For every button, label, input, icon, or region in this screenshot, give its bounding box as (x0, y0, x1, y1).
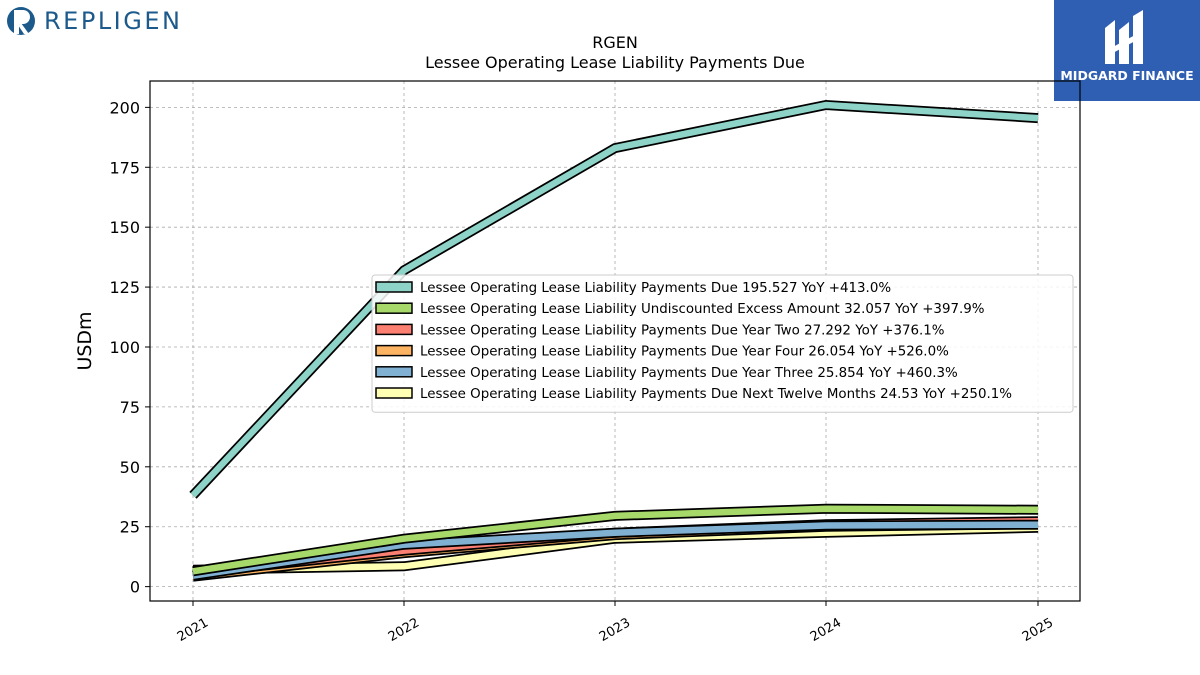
series-outline (189, 99, 1039, 499)
legend-swatch (375, 366, 413, 378)
legend-entry: Lessee Operating Lease Liability Payment… (420, 387, 1012, 402)
series-outline (192, 516, 1039, 578)
midgard-finance-logo: MIDGARD FINANCE (1054, 0, 1200, 101)
y-axis-label: USDm (74, 311, 96, 370)
y-tick-label: 100 (109, 338, 140, 357)
series-outline (192, 519, 1039, 581)
x-tick-label: 2023 (597, 615, 633, 645)
x-tick-label: 2025 (1020, 615, 1056, 645)
chart-subtitle: Lessee Operating Lease Liability Payment… (425, 53, 805, 72)
legend-swatch (375, 387, 413, 399)
y-tick-label: 150 (109, 218, 140, 237)
legend-entry: Lessee Operating Lease Liability Payment… (420, 323, 945, 338)
legend-entry: Lessee Operating Lease Liability Payment… (420, 281, 891, 296)
series-outline (192, 519, 1039, 582)
series-line (192, 520, 1039, 580)
series-areas (189, 99, 1039, 582)
y-tick-label: 50 (120, 458, 140, 477)
legend: Lessee Operating Lease Liability Payment… (371, 274, 1074, 413)
x-axis-ticks: 2021 2022 2023 2024 2025 (175, 601, 1056, 645)
midgard-logo-text: MIDGARD FINANCE (1060, 68, 1194, 83)
series-outline (192, 503, 1039, 577)
series-line (192, 524, 1039, 574)
legend-entry: Lessee Operating Lease Liability Undisco… (420, 302, 984, 317)
repligen-logo-icon (7, 7, 35, 35)
legend-swatch (375, 302, 413, 314)
y-tick-label: 200 (109, 98, 140, 117)
series-outline (192, 522, 1039, 575)
legend-swatch (375, 281, 413, 293)
y-tick-label: 175 (109, 158, 140, 177)
y-axis-ticks: 0 25 50 75 100 125 150 175 200 (109, 98, 150, 597)
x-tick-label: 2021 (175, 615, 211, 645)
grid-lines (150, 81, 1080, 601)
x-tick-label: 2022 (386, 615, 422, 645)
midgard-logo-icon (1105, 10, 1143, 64)
legend-entry: Lessee Operating Lease Liability Payment… (420, 366, 958, 381)
chart-title: RGEN (592, 33, 638, 52)
series-line (192, 505, 1039, 575)
series-line (192, 517, 1039, 577)
legend-entry: Lessee Operating Lease Liability Payment… (420, 345, 949, 360)
legend-box (371, 274, 1074, 413)
y-tick-label: 25 (120, 518, 140, 537)
repligen-logo: REPLIGEN (6, 4, 182, 38)
x-tick-label: 2024 (808, 615, 844, 645)
y-tick-label: 75 (120, 398, 140, 417)
series-line (190, 101, 1039, 498)
repligen-logo-text: REPLIGEN (44, 7, 183, 35)
y-tick-label: 125 (109, 278, 140, 297)
plot-frame (149, 80, 1081, 602)
series-line (192, 521, 1039, 579)
legend-swatch (375, 344, 413, 357)
legend-swatch (375, 323, 413, 336)
y-tick-label: 0 (130, 578, 140, 597)
